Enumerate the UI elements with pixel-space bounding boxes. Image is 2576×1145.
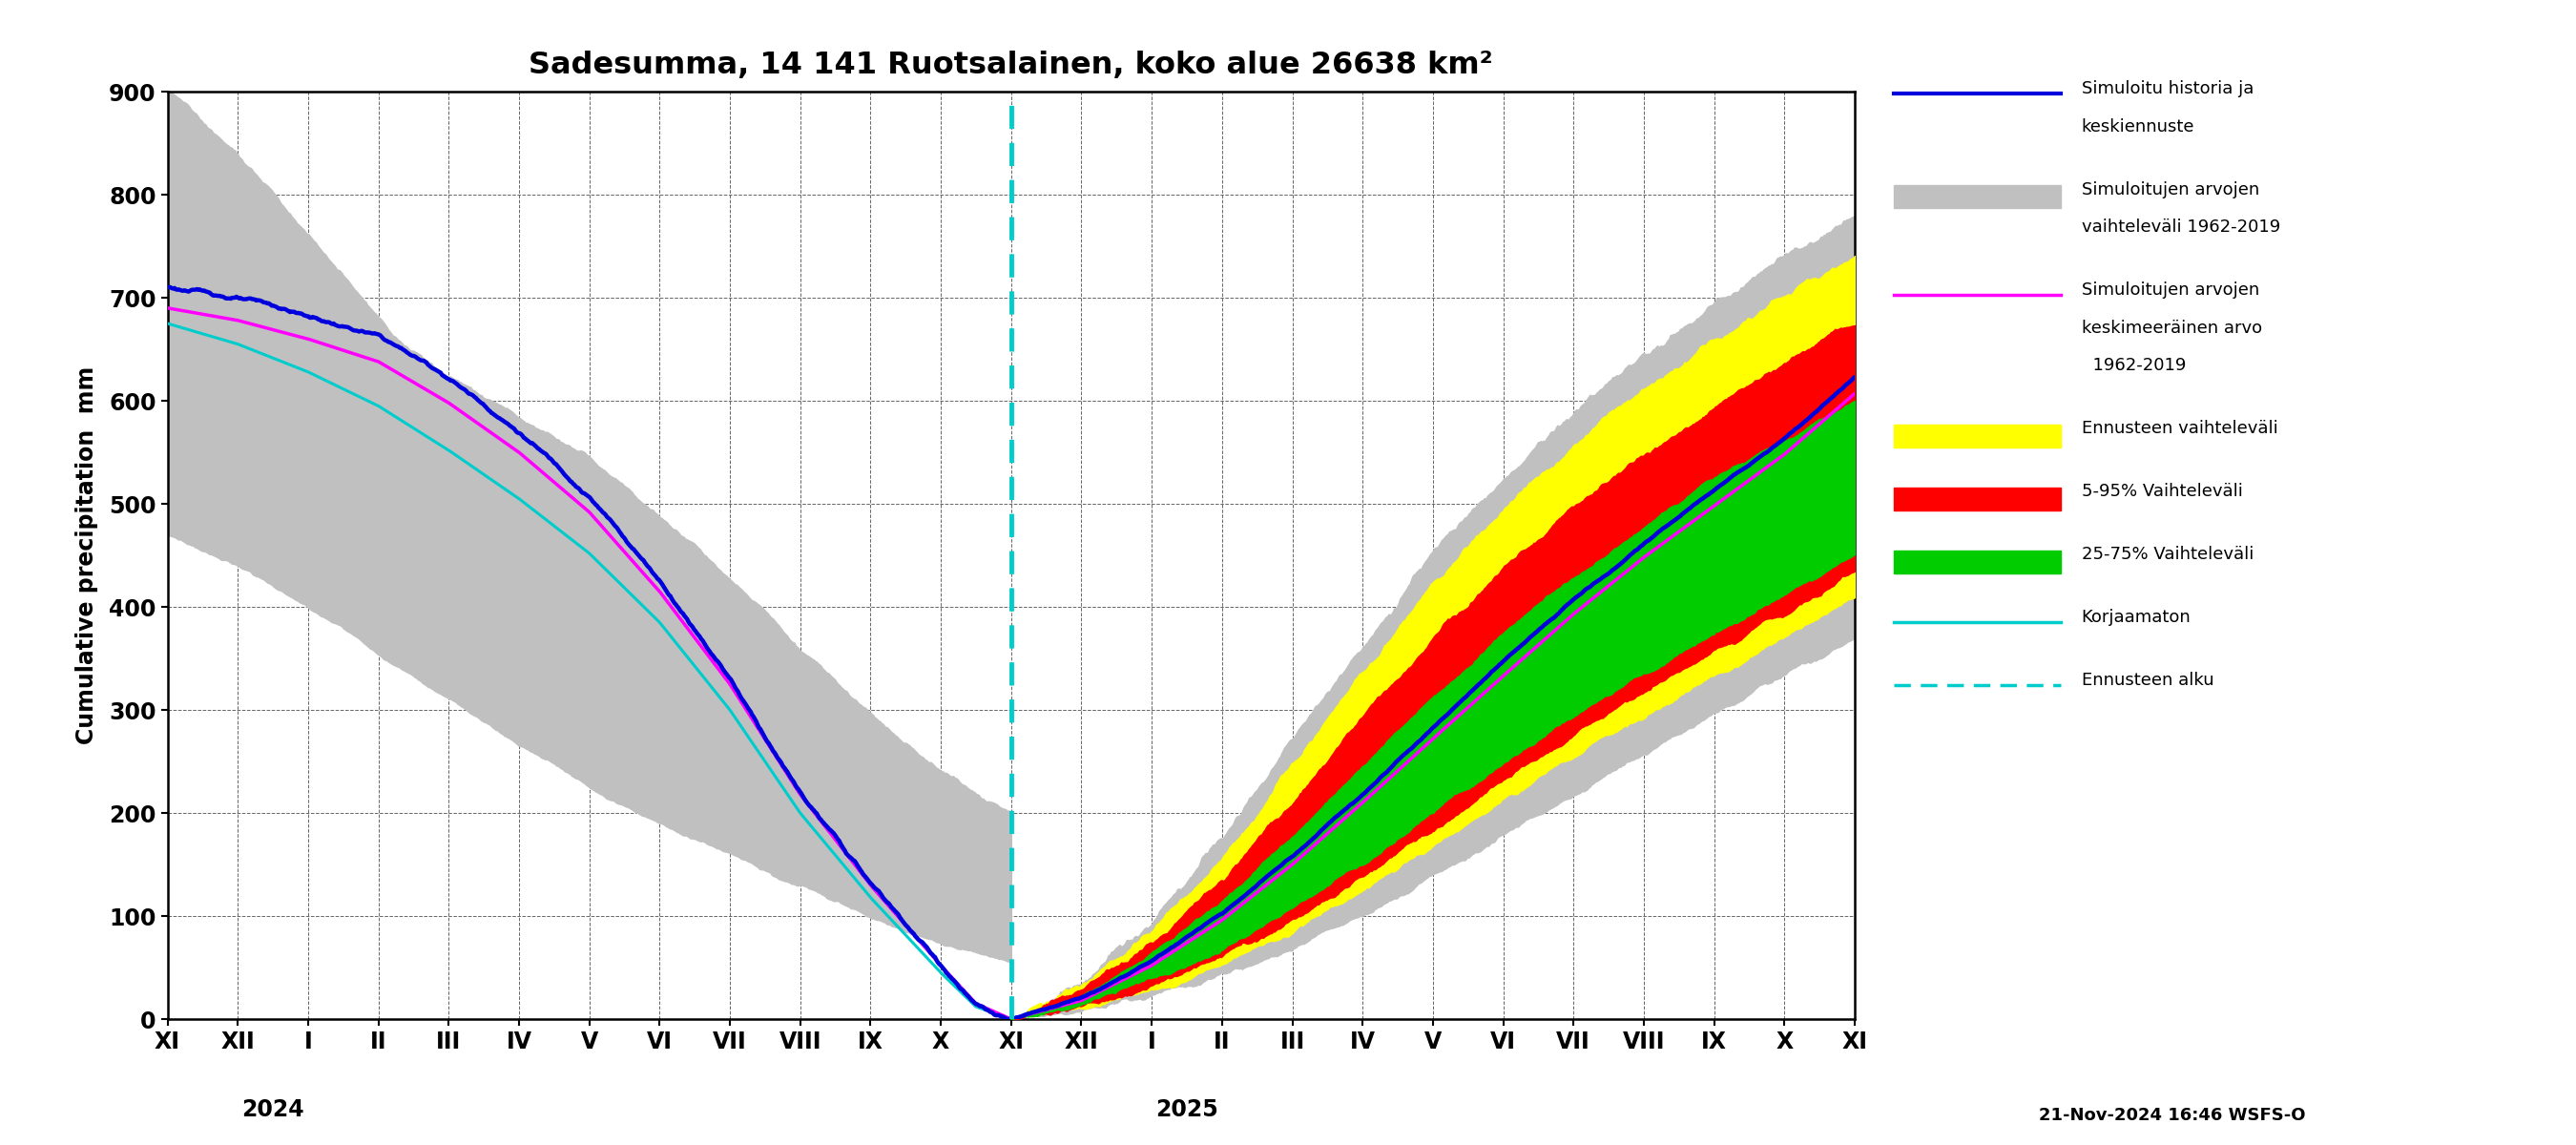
Text: Ennusteen vaihteleväli: Ennusteen vaihteleväli xyxy=(2081,420,2277,437)
Text: 2024: 2024 xyxy=(242,1098,304,1121)
Text: 2025: 2025 xyxy=(1157,1098,1218,1121)
Text: 5-95% Vaihteleväli: 5-95% Vaihteleväli xyxy=(2081,483,2244,500)
Text: vaihteleväli 1962-2019: vaihteleväli 1962-2019 xyxy=(2081,219,2280,236)
Text: 1962-2019: 1962-2019 xyxy=(2081,357,2187,374)
Title: Sadesumma, 14 141 Ruotsalainen, koko alue 26638 km²: Sadesumma, 14 141 Ruotsalainen, koko alu… xyxy=(528,50,1494,80)
Text: keskimeeräinen arvo: keskimeeräinen arvo xyxy=(2081,319,2262,337)
Text: keskiennuste: keskiennuste xyxy=(2081,118,2195,135)
Text: 21-Nov-2024 16:46 WSFS-O: 21-Nov-2024 16:46 WSFS-O xyxy=(2038,1107,2306,1124)
Text: Simuloitujen arvojen: Simuloitujen arvojen xyxy=(2081,181,2259,198)
Text: Simuloitu historia ja: Simuloitu historia ja xyxy=(2081,80,2254,97)
Text: Ennusteen alku: Ennusteen alku xyxy=(2081,672,2213,689)
Y-axis label: Cumulative precipitation  mm: Cumulative precipitation mm xyxy=(75,366,98,744)
Text: Korjaamaton: Korjaamaton xyxy=(2081,609,2192,626)
Text: Simuloitujen arvojen: Simuloitujen arvojen xyxy=(2081,282,2259,299)
Text: 25-75% Vaihteleväli: 25-75% Vaihteleväli xyxy=(2081,546,2254,563)
